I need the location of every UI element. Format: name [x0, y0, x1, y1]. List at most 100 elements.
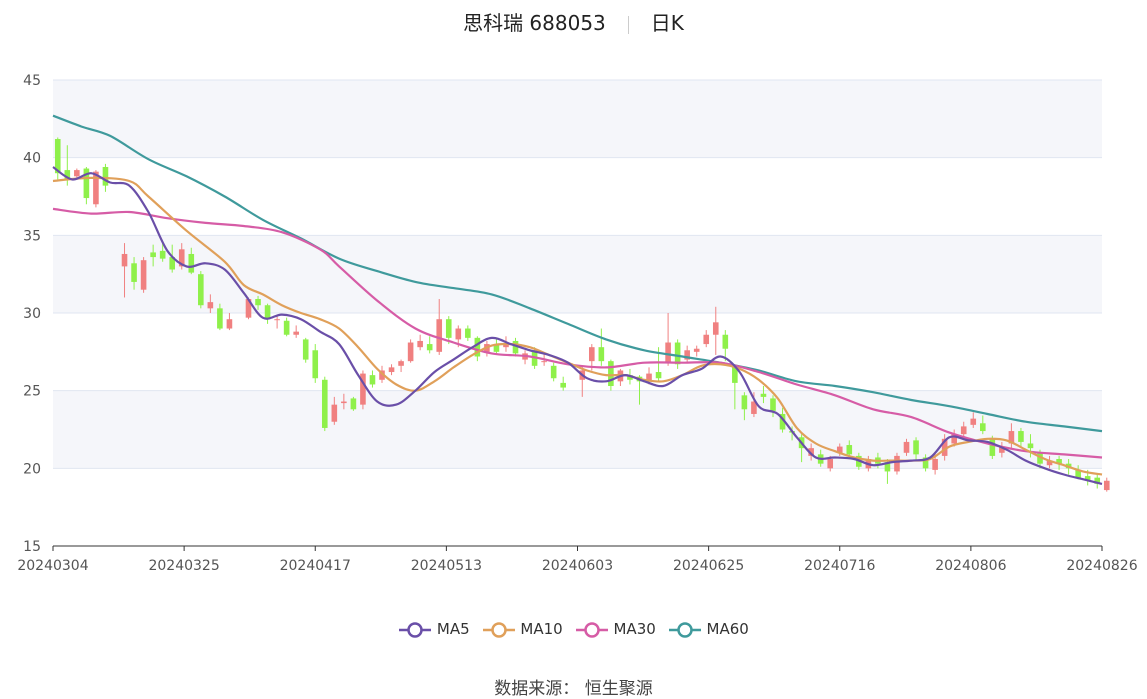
candle — [1018, 427, 1024, 447]
candle-body — [255, 299, 261, 306]
legend-marker-icon — [575, 621, 608, 638]
candle — [712, 306, 719, 355]
candle — [302, 337, 309, 363]
candle-body — [474, 337, 481, 357]
candle-body — [217, 308, 223, 329]
legend-marker-icon — [668, 621, 701, 638]
candle — [445, 316, 452, 345]
candle — [903, 438, 910, 456]
candle-body — [884, 462, 891, 472]
candle — [1075, 465, 1081, 480]
candle — [54, 137, 61, 180]
candle-body — [693, 348, 700, 352]
legend-item-ma5[interactable]: MA5 — [398, 620, 470, 639]
candle — [93, 170, 99, 208]
candle-body — [960, 426, 967, 435]
candle-body — [207, 302, 214, 309]
candle — [388, 364, 395, 376]
legend-marker-circle — [583, 621, 600, 638]
candle-body — [83, 168, 90, 199]
candle — [760, 386, 767, 404]
x-tick-label: 20240603 — [542, 558, 613, 574]
candle — [264, 303, 271, 324]
candle — [436, 299, 443, 355]
candle-body — [684, 350, 690, 360]
candle — [979, 415, 986, 435]
x-tick-label: 20240325 — [148, 558, 219, 574]
candle-body — [54, 139, 61, 174]
candle-body — [159, 250, 166, 259]
candle-body — [913, 440, 919, 455]
candle — [474, 336, 481, 362]
candle — [665, 313, 671, 366]
chart-title: 思科瑞 688053 日K — [0, 8, 1147, 38]
candle — [465, 325, 471, 341]
candle-body — [598, 347, 605, 362]
candle-body — [808, 448, 814, 456]
candle — [255, 295, 261, 310]
legend-item-ma10[interactable]: MA10 — [482, 620, 563, 639]
candle — [198, 271, 204, 309]
candle — [293, 325, 299, 338]
source-name: 恒生聚源 — [584, 679, 653, 699]
candle-body — [608, 361, 614, 387]
legend-marker-circle — [407, 621, 423, 638]
x-tick-label: 20240513 — [411, 558, 482, 574]
candle-body — [999, 446, 1005, 453]
candle-body — [1056, 459, 1062, 464]
candle-body — [989, 438, 996, 456]
candle — [970, 412, 977, 428]
candle-body — [827, 459, 834, 469]
grid-band — [53, 80, 1102, 158]
candle-body — [1094, 477, 1101, 484]
candle-body — [350, 398, 357, 410]
candle — [360, 370, 366, 410]
candle — [512, 337, 519, 357]
candle — [341, 393, 347, 410]
candle — [369, 370, 376, 388]
candle-body — [951, 434, 957, 444]
series-line-ma60 — [52, 114, 1103, 433]
candle-body — [1084, 476, 1091, 481]
candle-body — [760, 393, 767, 397]
legend-item-ma30[interactable]: MA30 — [575, 620, 656, 639]
x-tick-label: 20240716 — [804, 558, 875, 574]
candle-body — [360, 373, 366, 405]
legend-marker-circle — [677, 621, 693, 638]
y-tick-label: 30 — [23, 306, 41, 322]
series-line-ma5 — [52, 166, 1103, 485]
candle-body — [922, 457, 929, 469]
candle — [1008, 423, 1015, 449]
candle — [169, 244, 176, 273]
candle — [312, 344, 319, 383]
candle — [217, 303, 223, 331]
candle-body — [178, 249, 185, 267]
candle-body — [121, 253, 128, 267]
candle — [493, 339, 500, 354]
candle — [398, 359, 404, 373]
candle-body — [541, 361, 547, 363]
legend-item-ma60[interactable]: MA60 — [668, 620, 749, 639]
candle-body — [74, 170, 80, 177]
candle-body — [93, 171, 99, 205]
candle-body — [274, 319, 280, 321]
candle-body — [388, 367, 395, 373]
candle-body — [732, 367, 738, 383]
candle — [407, 339, 414, 363]
candle-body — [369, 375, 376, 385]
candle-body — [503, 344, 509, 348]
legend-label: MA30 — [608, 620, 656, 638]
candle — [846, 440, 853, 458]
data-source: 数据来源： 恒生聚源 — [0, 674, 1147, 699]
candle — [159, 243, 166, 262]
candle — [913, 437, 919, 461]
candle-body — [64, 170, 71, 180]
candle — [331, 396, 338, 425]
candle-body — [331, 404, 338, 422]
candle-body — [932, 459, 938, 470]
x-tick-label: 20240625 — [673, 558, 744, 574]
candle-body — [264, 305, 271, 320]
candle-body — [903, 441, 910, 453]
candle-body — [741, 395, 748, 410]
candle — [922, 454, 929, 472]
